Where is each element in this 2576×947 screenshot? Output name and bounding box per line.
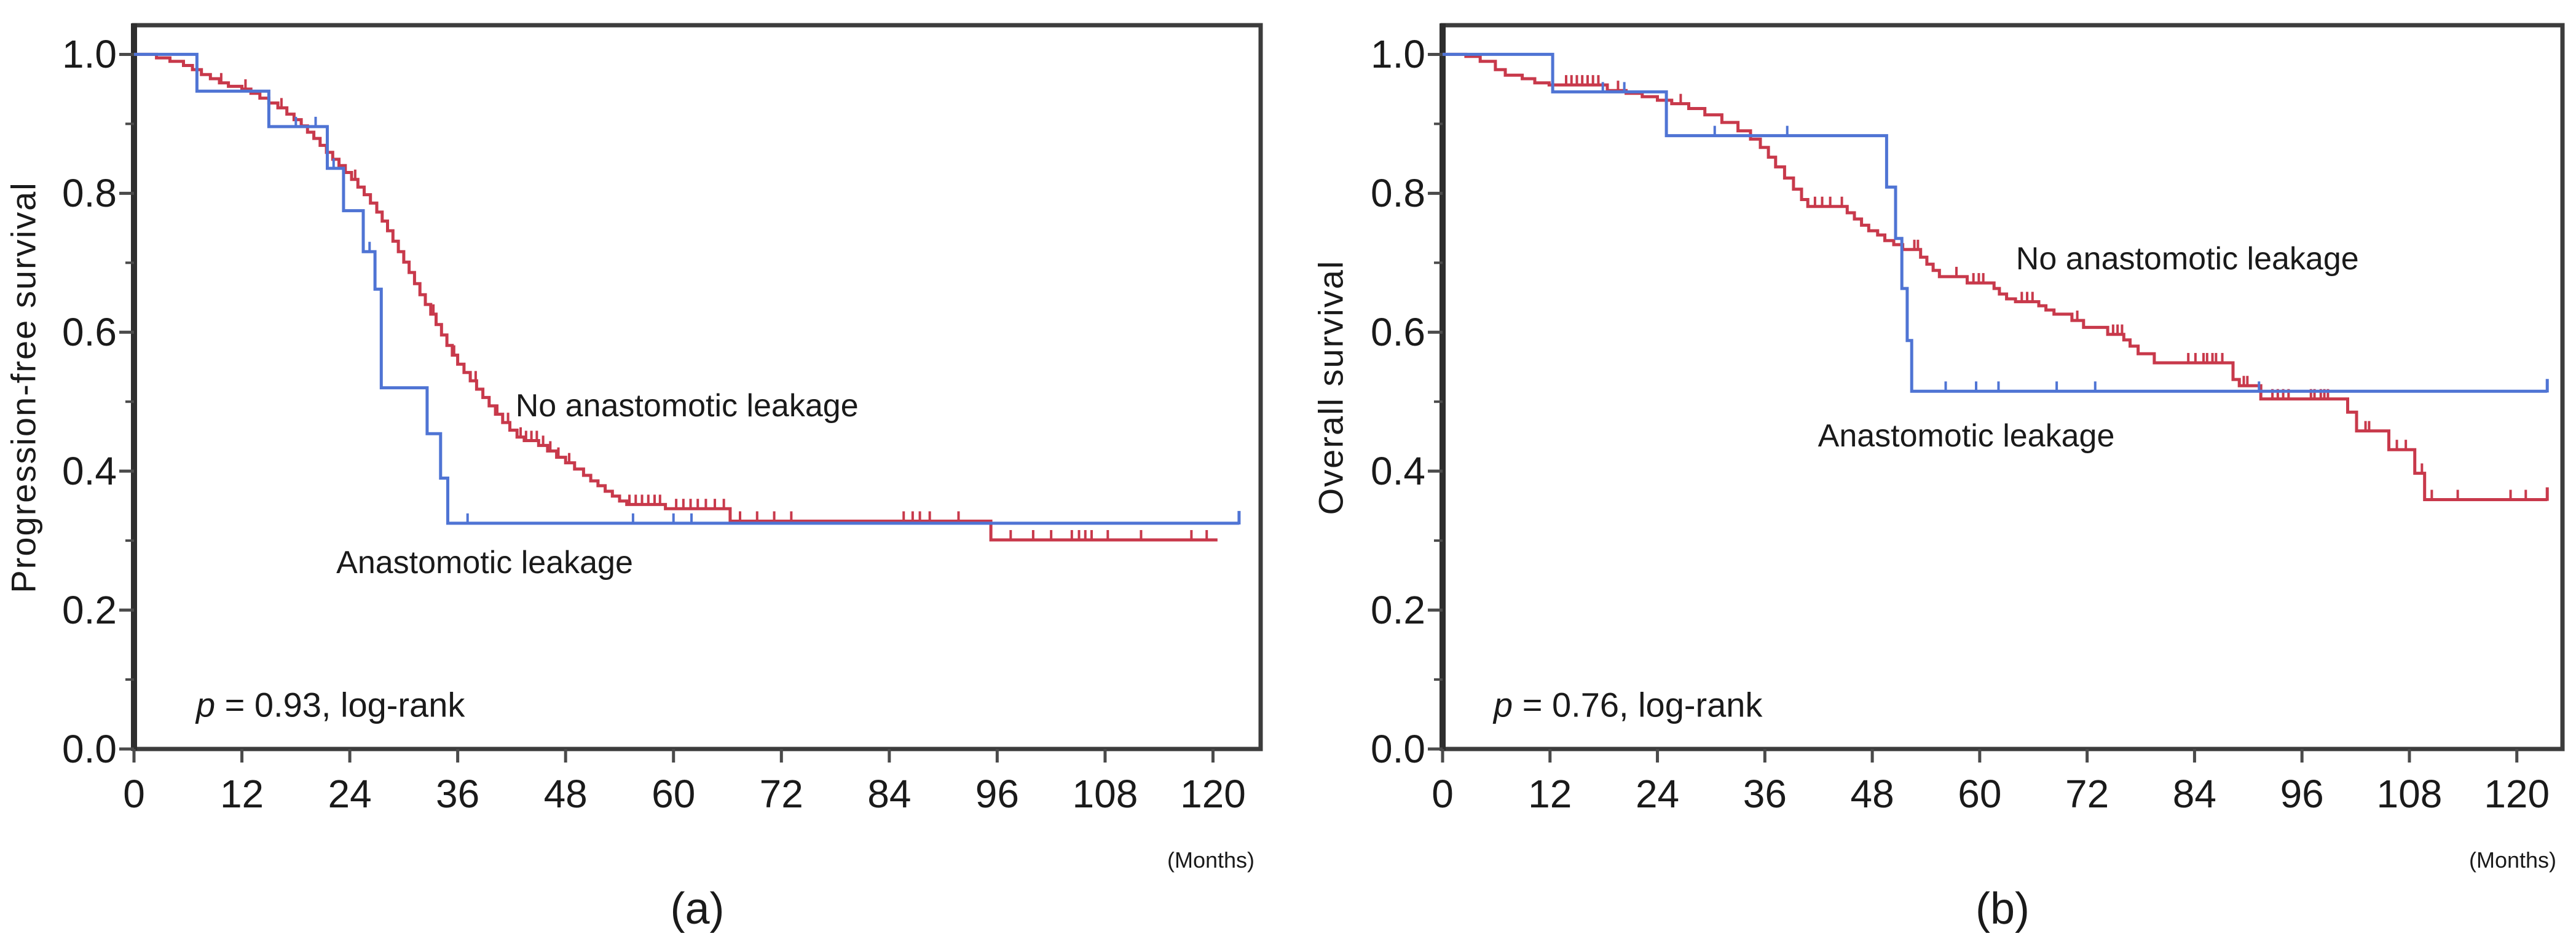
x-tick-label: 60 bbox=[652, 772, 696, 816]
x-tick-label: 24 bbox=[1635, 772, 1680, 816]
p-value-rest: = 0.93, log-rank bbox=[215, 685, 465, 724]
y-axis-title-pfs: Progression-free survival bbox=[4, 181, 43, 593]
x-tick-label: 84 bbox=[2172, 772, 2216, 816]
p-symbol: p bbox=[1494, 685, 1513, 724]
curve-label-no-leakage-b: No anastomotic leakage bbox=[2015, 240, 2359, 277]
x-tick-label: 84 bbox=[867, 772, 912, 816]
y-tick-label: 0.6 bbox=[1371, 310, 1425, 355]
curve-label-no-leakage-a: No anastomotic leakage bbox=[515, 387, 859, 424]
y-tick-label: 0.6 bbox=[62, 310, 117, 355]
x-tick-label: 60 bbox=[1958, 772, 2002, 816]
panel-caption-a: (a) bbox=[670, 884, 725, 933]
y-tick-label: 0.2 bbox=[62, 588, 117, 633]
p-value-text-a: p = 0.93, log-rank bbox=[196, 684, 465, 724]
panel-caption-b: (b) bbox=[1975, 884, 2030, 933]
km-curve-leakage bbox=[1443, 52, 2548, 393]
p-value-text-b: p = 0.76, log-rank bbox=[1494, 684, 1762, 724]
y-tick-label: 0.0 bbox=[62, 727, 117, 771]
x-tick-label: 48 bbox=[543, 772, 588, 816]
y-tick-label: 0.4 bbox=[62, 449, 117, 494]
p-symbol: p bbox=[195, 685, 216, 724]
p-value-rest: = 0.76, log-rank bbox=[1513, 685, 1763, 724]
x-tick-label: 72 bbox=[759, 772, 803, 816]
y-tick-label: 0.4 bbox=[1371, 449, 1425, 494]
x-tick-label: 120 bbox=[2484, 772, 2550, 816]
x-tick-label: 108 bbox=[1072, 772, 1138, 816]
curve-label-leakage-b: Anastomotic leakage bbox=[1818, 418, 2115, 454]
x-tick-label: 120 bbox=[1180, 772, 1246, 816]
curve-label-leakage-a: Anastomotic leakage bbox=[336, 545, 633, 581]
x-tick-label: 108 bbox=[2376, 772, 2443, 816]
x-tick-label: 12 bbox=[219, 772, 264, 816]
y-tick-label: 0.2 bbox=[1371, 588, 1425, 633]
x-tick-label: 36 bbox=[1743, 772, 1787, 816]
x-tick-label: 48 bbox=[1850, 772, 1894, 816]
x-tick-label: 12 bbox=[1528, 772, 1572, 816]
x-axis-unit-b: (Months) bbox=[2468, 847, 2556, 873]
y-tick-label: 1.0 bbox=[62, 32, 117, 77]
x-tick-label: 24 bbox=[328, 772, 372, 816]
x-tick-label: 0 bbox=[123, 772, 145, 816]
y-tick-label: 0.8 bbox=[62, 171, 117, 216]
x-tick-label: 96 bbox=[975, 772, 1019, 816]
y-tick-label: 0.0 bbox=[1371, 727, 1425, 771]
km-curve-no-leakage bbox=[1443, 52, 2548, 501]
x-tick-label: 36 bbox=[436, 772, 480, 816]
plot-frame bbox=[1440, 23, 2565, 751]
x-tick-label: 96 bbox=[2280, 772, 2324, 816]
x-axis-unit-a: (Months) bbox=[1167, 847, 1255, 873]
x-tick-label: 0 bbox=[1432, 772, 1454, 816]
x-tick-label: 72 bbox=[2065, 772, 2109, 816]
y-tick-label: 0.8 bbox=[1371, 171, 1425, 216]
y-tick-label: 1.0 bbox=[1371, 32, 1425, 77]
